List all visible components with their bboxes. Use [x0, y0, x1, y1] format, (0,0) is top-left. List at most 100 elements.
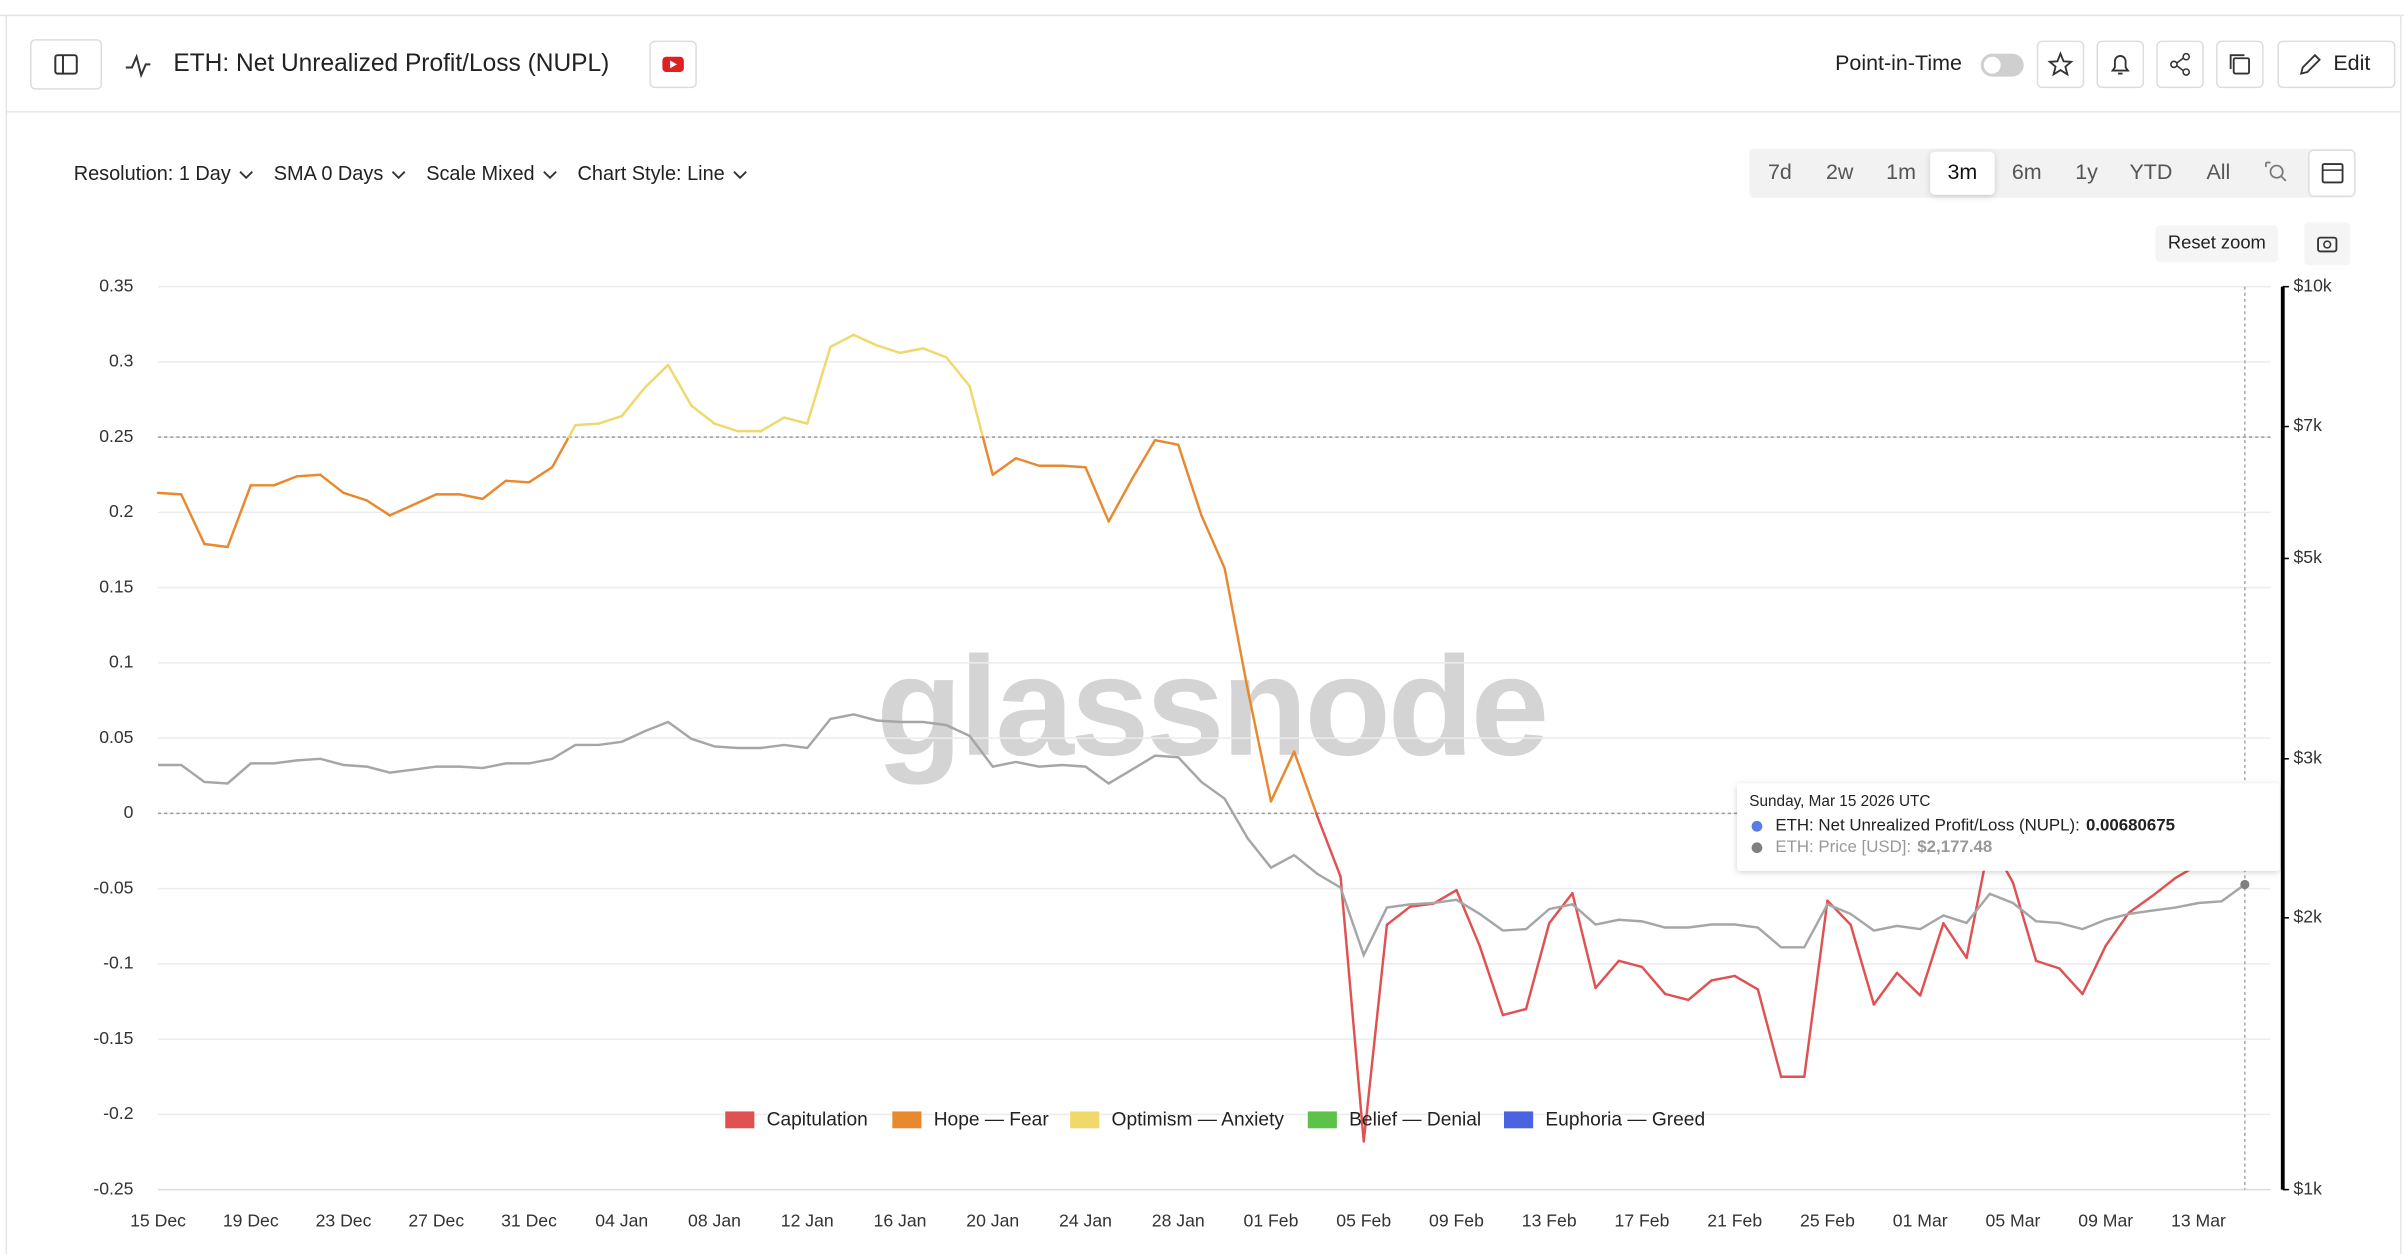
nupl-segment — [921, 347, 948, 359]
nupl-segment — [852, 333, 879, 347]
y2-tick-label: $5k — [2294, 547, 2323, 567]
range-button[interactable]: 1m — [1886, 160, 1916, 184]
nupl-segment — [567, 423, 577, 439]
y-tick-label: -0.15 — [93, 1028, 133, 1048]
range-button[interactable]: 7d — [1768, 160, 1792, 184]
zoom-select-icon[interactable] — [2265, 161, 2287, 182]
tooltip-value: 0.00680675 — [2086, 816, 2175, 835]
legend-label[interactable]: Belief — Denial — [1349, 1110, 1481, 1131]
nupl-segment — [1687, 979, 1713, 1002]
range-button[interactable]: 3m — [1947, 160, 1977, 184]
duplicate-button[interactable] — [2216, 40, 2264, 89]
toolbar-option[interactable]: Resolution: 1 Day — [74, 163, 231, 185]
watermark: glassnode — [876, 627, 1546, 785]
dropdown-chevron — [239, 171, 253, 180]
range-button[interactable]: 1y — [2075, 160, 2098, 184]
range-button[interactable]: All — [2206, 160, 2230, 184]
nupl-segment — [597, 414, 623, 425]
nupl-segment — [2127, 894, 2154, 914]
x-tick-label: 09 Feb — [1429, 1210, 1484, 1230]
y-tick-label: 0 — [124, 802, 134, 822]
nupl-segment — [2058, 967, 2084, 996]
range-group — [1749, 148, 2355, 198]
nupl-segment — [550, 435, 570, 469]
nupl-segment — [1107, 478, 1134, 523]
x-tick-label: 13 Feb — [1522, 1210, 1577, 1230]
nupl-segment — [1594, 959, 1621, 990]
nupl-segment — [782, 416, 809, 425]
nupl-segment — [1895, 971, 1922, 997]
toolbar-option[interactable]: SMA 0 Days — [274, 163, 384, 185]
reset-zoom-button[interactable] — [2155, 225, 2279, 263]
range-button[interactable]: 6m — [2012, 160, 2042, 184]
legend-label[interactable]: Euphoria — Greed — [1545, 1110, 1705, 1131]
x-tick-label: 27 Dec — [408, 1210, 464, 1230]
y-tick-label: -0.1 — [103, 953, 133, 973]
alert-button[interactable] — [2096, 40, 2145, 89]
favorite-button[interactable] — [2036, 40, 2085, 89]
x-tick-label: 13 Mar — [2171, 1210, 2226, 1230]
dropdown-chevron — [391, 171, 406, 180]
edit-button[interactable] — [2277, 40, 2396, 89]
x-tick-label: 17 Feb — [1615, 1210, 1670, 1230]
share-button[interactable] — [2156, 40, 2204, 89]
y2-tick-label: $7k — [2294, 415, 2323, 435]
tooltip-dot — [1751, 842, 1763, 854]
nupl-segment — [1872, 971, 1899, 1006]
tooltip-label: ETH: Net Unrealized Profit/Loss (NUPL): — [1775, 816, 2080, 835]
nupl-segment — [1223, 566, 1250, 692]
point-in-time-toggle[interactable] — [1980, 53, 2024, 77]
nupl-segment — [272, 475, 299, 487]
nupl-segment — [690, 404, 716, 425]
nupl-segment — [981, 435, 994, 477]
toolbar-option[interactable]: Scale Mixed — [426, 163, 534, 185]
nupl-segment — [1640, 965, 1667, 996]
nupl-segment — [991, 457, 1018, 477]
nupl-segment — [319, 473, 345, 495]
nupl-segment — [574, 422, 600, 427]
sidebar-button[interactable] — [30, 39, 103, 90]
legend-swatch[interactable] — [892, 1111, 922, 1129]
calendar-button[interactable] — [2308, 149, 2356, 197]
y-tick-label: 0.2 — [109, 501, 133, 521]
card — [5, 14, 2402, 1254]
range-button[interactable]: YTD — [2129, 160, 2172, 184]
nupl-segment — [527, 466, 554, 484]
reset-zoom-label[interactable]: Reset zoom — [2168, 232, 2266, 253]
dropdown-chevron — [733, 171, 747, 180]
legend-label[interactable]: Optimism — Anxiety — [1112, 1110, 1285, 1131]
nupl-segment — [1918, 922, 1945, 997]
toolbar-option[interactable]: Chart Style: Line — [578, 163, 725, 185]
legend-swatch[interactable] — [1504, 1111, 1534, 1129]
range-button[interactable]: 2w — [1826, 160, 1854, 184]
tooltip-box — [1737, 783, 2280, 871]
legend-swatch[interactable] — [1070, 1111, 1100, 1129]
nupl-segment — [1733, 974, 1760, 991]
tooltip-title: Sunday, Mar 15 2026 UTC — [1749, 793, 1930, 810]
x-tick-label: 25 Feb — [1800, 1210, 1855, 1230]
screenshot-button[interactable] — [2304, 222, 2351, 266]
youtube-button[interactable] — [649, 40, 697, 89]
y2-tick-label: $10k — [2294, 275, 2332, 295]
nupl-segment — [1153, 438, 1180, 446]
nupl-segment — [481, 479, 508, 501]
price-line — [158, 713, 2246, 959]
nupl-segment — [342, 491, 368, 502]
legend-swatch[interactable] — [1307, 1111, 1337, 1129]
nupl-segment — [898, 347, 925, 355]
nupl-segment — [1942, 922, 1968, 960]
y-tick-label: 0.1 — [109, 652, 133, 672]
legend-label[interactable]: Hope — Fear — [934, 1110, 1050, 1131]
nupl-segment — [1316, 815, 1342, 878]
end-point — [2240, 879, 2250, 890]
metric-icon — [125, 53, 151, 79]
nupl-segment — [1524, 922, 1551, 1011]
nupl-segment — [1269, 750, 1296, 803]
nupl-segment — [759, 416, 786, 433]
legend-swatch[interactable] — [725, 1111, 755, 1129]
legend-label[interactable]: Capitulation — [767, 1110, 868, 1131]
nupl-segment — [806, 345, 832, 425]
nupl-segment — [2150, 876, 2177, 898]
page-title: ETH: Net Unrealized Profit/Loss (NUPL) — [173, 50, 609, 77]
